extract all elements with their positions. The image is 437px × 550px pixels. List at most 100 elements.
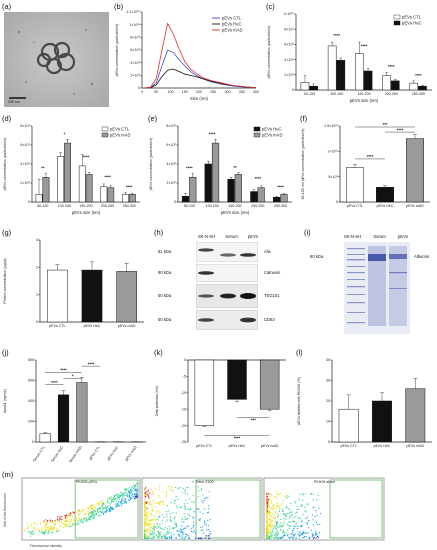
flow-event [315, 532, 317, 534]
flow-event [90, 516, 92, 518]
flow-event [163, 503, 165, 505]
flow-event [271, 493, 273, 495]
y-tick-label: 40 [326, 358, 330, 362]
flow-event [101, 505, 103, 508]
bar [189, 177, 197, 203]
flow-event [158, 533, 160, 535]
bar [382, 75, 391, 91]
x-tick-label: pEVs HeC [229, 444, 246, 448]
flow-event [269, 509, 271, 511]
panel-g: (g) 0 1 2 3 Protein concentration (µg/µl) pEV… [0, 226, 150, 344]
flow-event [301, 504, 303, 506]
flow-event [166, 516, 168, 518]
flow-event [144, 512, 146, 514]
flow-event [108, 510, 110, 513]
x-tick-label: 350 [239, 90, 245, 94]
flow-event [161, 491, 164, 493]
flow-event [95, 513, 97, 515]
flow-event [187, 537, 189, 539]
flow-event [151, 532, 153, 534]
flow-event [298, 509, 300, 511]
gel-lane-headers: SK-N-SH Serum pEVs [344, 234, 408, 239]
flow-event [294, 501, 296, 503]
y-tick-label: 1×10¹⁰ [283, 12, 294, 16]
flow-event [64, 514, 66, 516]
flow-event [54, 520, 56, 522]
flow-event [133, 498, 136, 500]
flow-event [150, 533, 152, 536]
flow-event [202, 502, 204, 504]
flow-event [266, 504, 268, 507]
flow-event [125, 500, 127, 502]
flow-event [151, 508, 153, 510]
x-tick-label: 50 [154, 90, 158, 94]
flow-event [90, 507, 93, 509]
flow-event [110, 496, 112, 498]
flow-event [267, 535, 269, 538]
flow-event [33, 522, 35, 524]
flow-event [147, 524, 150, 526]
flow-event [124, 494, 126, 496]
flow-event [274, 516, 276, 519]
flow-event [128, 492, 130, 494]
bar [128, 194, 136, 203]
flow-event [196, 508, 198, 510]
flow-event [191, 500, 193, 503]
flow-event [89, 513, 91, 515]
flow-event [165, 537, 167, 540]
flow-event [275, 532, 277, 534]
flow-event [144, 495, 146, 497]
flow-event [90, 506, 92, 508]
flow-event [132, 495, 134, 497]
flow-event [151, 492, 154, 494]
flow-event [93, 512, 95, 514]
flow-event [274, 525, 276, 527]
flow-event [45, 524, 48, 527]
flow-event [47, 519, 49, 521]
flow-event [272, 506, 274, 508]
flow-event [281, 536, 283, 538]
x-tick-label: pEVs mAD [261, 444, 279, 448]
flow-event [292, 530, 294, 532]
bar [250, 191, 258, 203]
flow-event [201, 489, 203, 491]
flow-event [286, 495, 288, 497]
flow-event [266, 524, 268, 527]
flow-event [65, 524, 67, 526]
flow-event [272, 505, 274, 507]
flow-event [286, 497, 288, 499]
y-tick-label: -10 [181, 391, 186, 395]
flow-event [151, 500, 153, 502]
flow-event [145, 502, 147, 504]
flow-event [286, 535, 289, 537]
flow-event [68, 523, 70, 525]
flow-event [100, 510, 102, 512]
flow-event [41, 532, 43, 534]
flow-event [103, 511, 105, 513]
flow-event [269, 511, 271, 513]
y-axis-label: Protein concentration (µg/µl) [3, 258, 7, 303]
flow-event [266, 494, 268, 496]
flow-event [307, 504, 309, 506]
chart-g: 0 1 2 3 Protein concentration (µg/µl) pEVs CT… [3, 238, 144, 328]
flow-event [117, 496, 119, 498]
flow-event [191, 530, 193, 532]
flow-event [63, 526, 65, 528]
y-tick-label: 8×10⁹ [20, 124, 30, 128]
flow-event [52, 528, 54, 530]
flow-plots [21, 477, 385, 541]
flow-event [193, 521, 195, 523]
flow-event [281, 503, 283, 505]
flow-event [184, 509, 186, 511]
flow-event [130, 489, 132, 491]
flow-event [288, 495, 290, 497]
flow-event [157, 502, 159, 504]
flow-event [180, 532, 182, 534]
flow-event [311, 533, 313, 535]
flow-event [182, 528, 184, 530]
flow-event [134, 490, 136, 492]
flow-event [181, 525, 183, 527]
flow-event [287, 524, 289, 526]
x-tick-label: 50-100 [37, 204, 48, 208]
x-tick-label: pEVs mAD [407, 444, 425, 448]
